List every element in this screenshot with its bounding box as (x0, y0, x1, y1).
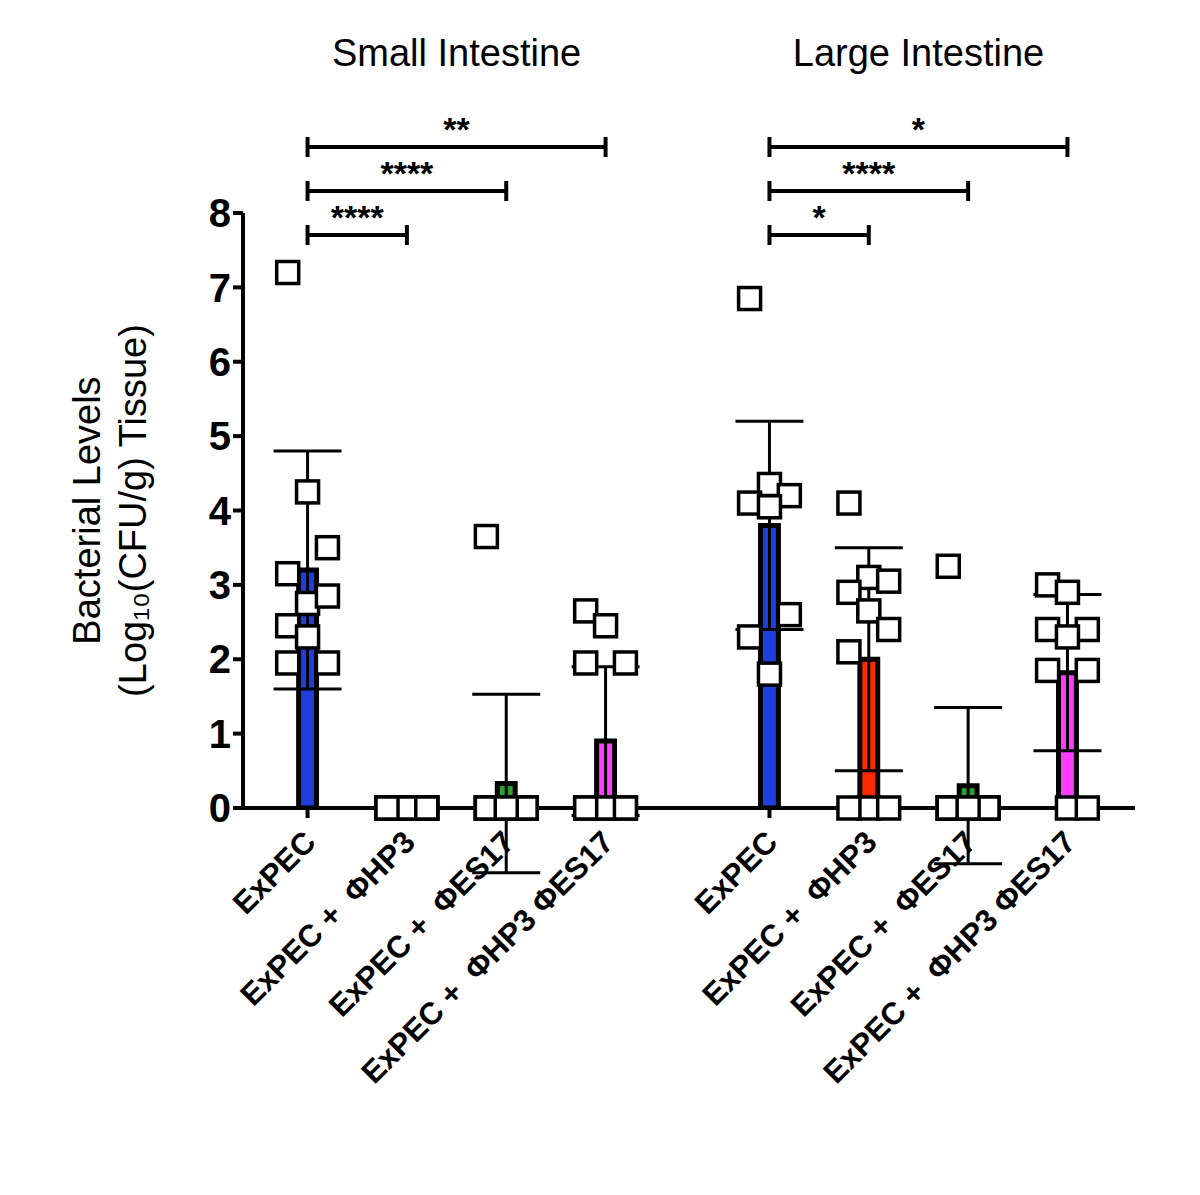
svg-text:8: 8 (209, 191, 231, 235)
svg-text:****: **** (842, 154, 896, 192)
svg-text:7: 7 (209, 266, 231, 310)
svg-text:ExPEC + ΦHP3 ΦES17: ExPEC + ΦHP3 ΦES17 (354, 824, 620, 1090)
svg-text:5: 5 (209, 414, 231, 458)
svg-text:3: 3 (209, 563, 231, 607)
svg-text:****: **** (380, 154, 434, 192)
svg-text:**: ** (443, 110, 470, 148)
svg-text:6: 6 (209, 340, 231, 384)
svg-text:4: 4 (209, 489, 232, 533)
svg-text:ExPEC + ΦHP3: ExPEC + ΦHP3 (234, 824, 422, 1012)
svg-text:ExPEC + ΦHP3: ExPEC + ΦHP3 (695, 824, 883, 1012)
svg-text:2: 2 (209, 637, 231, 681)
svg-text:*: * (813, 198, 827, 236)
svg-text:ExPEC + ΦES17: ExPEC + ΦES17 (784, 824, 983, 1023)
svg-text:Large Intestine: Large Intestine (793, 32, 1044, 74)
svg-text:Bacterial Levels(Log₁₀(CFU/g): Bacterial Levels(Log₁₀(CFU/g) Tissue) (66, 324, 154, 697)
svg-text:****: **** (331, 198, 385, 236)
svg-text:ExPEC + ΦHP3 ΦES17: ExPEC + ΦHP3 ΦES17 (816, 824, 1082, 1090)
svg-text:*: * (912, 110, 926, 148)
svg-text:ExPEC + ΦES17: ExPEC + ΦES17 (322, 824, 521, 1023)
svg-text:ExPEC: ExPEC (226, 824, 323, 921)
svg-text:0: 0 (209, 786, 231, 830)
svg-text:Small Intestine: Small Intestine (332, 32, 581, 74)
svg-text:1: 1 (209, 712, 231, 756)
svg-text:ExPEC: ExPEC (688, 824, 785, 921)
